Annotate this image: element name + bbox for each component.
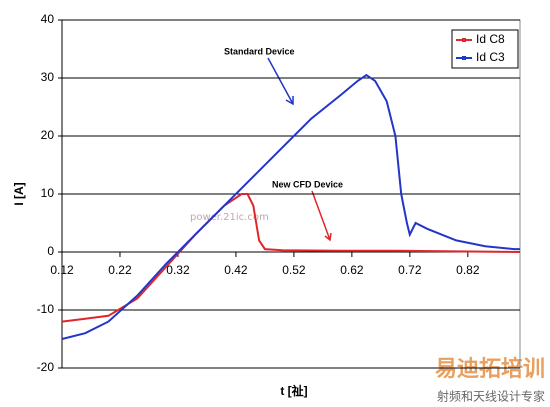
arrow (267, 57, 294, 106)
x-tick-label: 0.12 (50, 263, 74, 277)
annotation: New CFD Device (272, 179, 343, 189)
legend-label: Id C8 (476, 32, 505, 46)
x-tick-label: 0.62 (340, 263, 364, 277)
annotation: Standard Device (224, 46, 295, 56)
x-tick-label: 0.52 (282, 263, 306, 277)
legend-marker (462, 38, 466, 42)
watermark: 易迪拓培训 (435, 356, 545, 382)
x-tick-label: 0.22 (108, 263, 132, 277)
x-tick-label: 0.32 (166, 263, 190, 277)
y-axis-label: I [A] (12, 182, 26, 205)
y-tick-label: 0 (47, 244, 54, 258)
legend-marker (462, 56, 466, 60)
data-line (61, 73, 520, 340)
y-tick-label: -10 (37, 302, 55, 316)
y-tick-label: 10 (41, 186, 55, 200)
y-tick-label: 40 (41, 12, 55, 26)
x-tick-label: 0.72 (398, 263, 422, 277)
watermark: 射频和天线设计专家 (437, 389, 545, 404)
arrow (311, 190, 332, 242)
x-tick-label: 0.42 (224, 263, 248, 277)
y-tick-label: 30 (41, 70, 55, 84)
y-tick-label: 20 (41, 128, 55, 142)
y-tick-label: -20 (37, 360, 55, 374)
legend-box (451, 29, 519, 69)
x-tick-label: 0.82 (456, 263, 480, 277)
legend-label: Id C3 (476, 50, 505, 64)
watermark: power.21ic.com (190, 212, 269, 223)
data-line (61, 193, 521, 323)
x-axis-label: t [祉] (280, 383, 307, 398)
